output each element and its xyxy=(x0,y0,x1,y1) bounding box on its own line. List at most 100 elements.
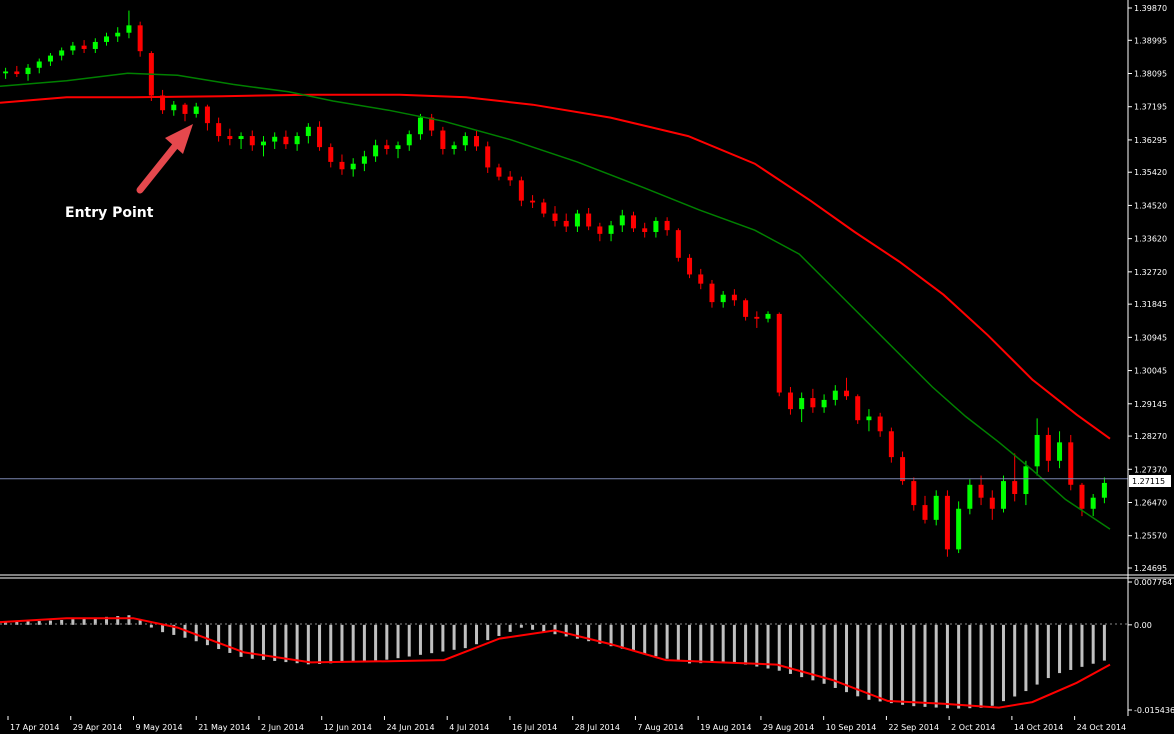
histogram-bar xyxy=(889,624,893,704)
candle-body xyxy=(204,106,210,124)
candle xyxy=(1068,434,1074,491)
candle-body xyxy=(160,95,166,111)
candle-body xyxy=(485,146,491,168)
candle-body xyxy=(1068,442,1074,485)
histogram-bar xyxy=(149,624,153,628)
candle-body xyxy=(283,136,289,145)
histogram-bar xyxy=(82,618,86,625)
candle-body xyxy=(989,497,995,509)
candle-body xyxy=(877,416,883,432)
candle xyxy=(350,158,356,177)
candle xyxy=(541,198,547,218)
candle-body xyxy=(249,136,255,146)
candle-body xyxy=(518,180,524,201)
time-tick-label: 24 Jun 2014 xyxy=(386,723,434,732)
candle xyxy=(687,254,693,279)
candles xyxy=(3,10,1107,557)
candle xyxy=(1000,475,1006,513)
candle-body xyxy=(687,257,693,275)
candle xyxy=(642,222,648,238)
histogram-bar xyxy=(1024,624,1028,692)
candle-body xyxy=(664,220,670,231)
histogram-bar xyxy=(161,624,165,633)
candle-body xyxy=(720,294,726,303)
candle xyxy=(1057,431,1063,469)
histogram-bar xyxy=(250,624,254,659)
candle-body xyxy=(317,126,323,148)
candle-body xyxy=(294,136,300,145)
candle-body xyxy=(821,399,827,408)
candle xyxy=(855,394,861,424)
price-tick-label: 1.38995 xyxy=(1134,36,1167,45)
time-tick-label: 12 Jun 2014 xyxy=(324,723,372,732)
candle xyxy=(115,27,121,42)
candle-body xyxy=(799,398,805,410)
candle-body xyxy=(844,390,850,397)
candle xyxy=(36,58,42,74)
histogram-bar xyxy=(1001,624,1005,702)
candle xyxy=(126,10,132,39)
histogram-bar xyxy=(261,624,265,660)
histogram-bar xyxy=(575,624,579,639)
candle-body xyxy=(182,104,188,114)
candle xyxy=(1045,427,1051,472)
fast-moving-average-line xyxy=(0,72,1111,530)
histogram-bar xyxy=(15,621,19,625)
price-tick-label: 1.33620 xyxy=(1134,235,1167,244)
candle xyxy=(440,126,446,155)
candle-body xyxy=(384,145,390,149)
candle xyxy=(888,427,894,463)
candle-body xyxy=(1079,484,1085,509)
entry-point-label: Entry Point xyxy=(65,205,154,221)
histogram-bar xyxy=(452,624,456,650)
candle-body xyxy=(574,213,580,227)
candle-body xyxy=(193,106,199,114)
candle-body xyxy=(563,220,569,227)
candle-body xyxy=(216,123,222,137)
candle-body xyxy=(373,145,379,157)
candle-body xyxy=(552,213,558,221)
candle xyxy=(182,102,188,122)
time-tick-label: 22 Sep 2014 xyxy=(888,723,939,732)
histogram-bar xyxy=(688,624,692,664)
candle xyxy=(429,113,435,137)
candle xyxy=(485,141,491,173)
candle xyxy=(294,132,300,151)
candle-body xyxy=(832,390,838,400)
candle-body xyxy=(888,431,894,458)
candle-body xyxy=(47,55,53,62)
histogram-bar xyxy=(777,624,781,671)
histogram-bar xyxy=(486,624,490,641)
osc-tick-label: 0.007764 xyxy=(1134,578,1172,587)
candle-body xyxy=(765,313,771,319)
price-tick-label: 1.30945 xyxy=(1134,333,1167,342)
price-tick-label: 1.36295 xyxy=(1134,136,1167,145)
candle-body xyxy=(1023,466,1029,495)
histogram-bar xyxy=(396,624,400,659)
candle-body xyxy=(731,294,737,301)
candle-body xyxy=(137,25,143,52)
histogram-bar xyxy=(60,619,64,625)
candle-body xyxy=(238,136,244,140)
oscillator-signal-line xyxy=(0,617,1111,709)
candle xyxy=(193,102,199,118)
candle-body xyxy=(776,313,782,393)
price-tick-label: 1.32720 xyxy=(1134,268,1167,277)
candle xyxy=(260,136,266,157)
candle xyxy=(328,143,334,168)
candle xyxy=(216,117,222,142)
candle-body xyxy=(507,176,513,181)
price-tick-label: 1.26470 xyxy=(1134,498,1167,507)
histogram-bar xyxy=(587,624,591,642)
histogram-bar xyxy=(968,624,972,709)
candle-body xyxy=(911,481,917,506)
entry-arrow-icon xyxy=(136,124,193,194)
time-tick-label: 21 May 2014 xyxy=(198,723,250,732)
candle xyxy=(148,51,154,101)
candle-body xyxy=(474,136,480,147)
candle xyxy=(597,222,603,242)
candle-body xyxy=(530,200,536,203)
candle-body xyxy=(1090,497,1096,509)
candle-body xyxy=(675,230,681,258)
histogram-bar xyxy=(845,624,849,693)
